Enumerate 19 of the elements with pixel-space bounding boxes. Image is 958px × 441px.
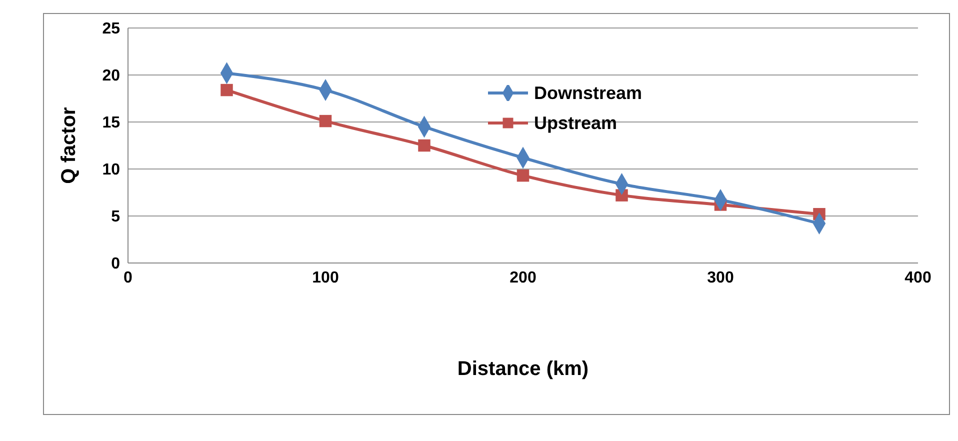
x-tick-label: 100 (312, 269, 339, 286)
y-tick-label: 25 (102, 20, 120, 38)
x-axis-title: Distance (km) (457, 358, 589, 380)
x-tick-label: 200 (510, 269, 536, 286)
point (516, 169, 530, 182)
y-axis-title: Q factor (58, 106, 80, 184)
y-tick-label: 5 (111, 208, 120, 226)
x-tick-label: 400 (904, 269, 932, 286)
y-tick-label: 15 (102, 114, 120, 132)
legend-label: Downstream (534, 82, 642, 105)
point (319, 114, 332, 128)
y-tick-label: 10 (102, 162, 120, 179)
legend-label: Upstream (534, 112, 618, 135)
x-tick-label: 0 (124, 269, 133, 286)
y-tick-label: 0 (111, 256, 120, 273)
x-tick-label: 300 (707, 269, 734, 286)
point (220, 84, 233, 96)
y-tick-label: 20 (102, 68, 120, 85)
point (418, 139, 430, 152)
